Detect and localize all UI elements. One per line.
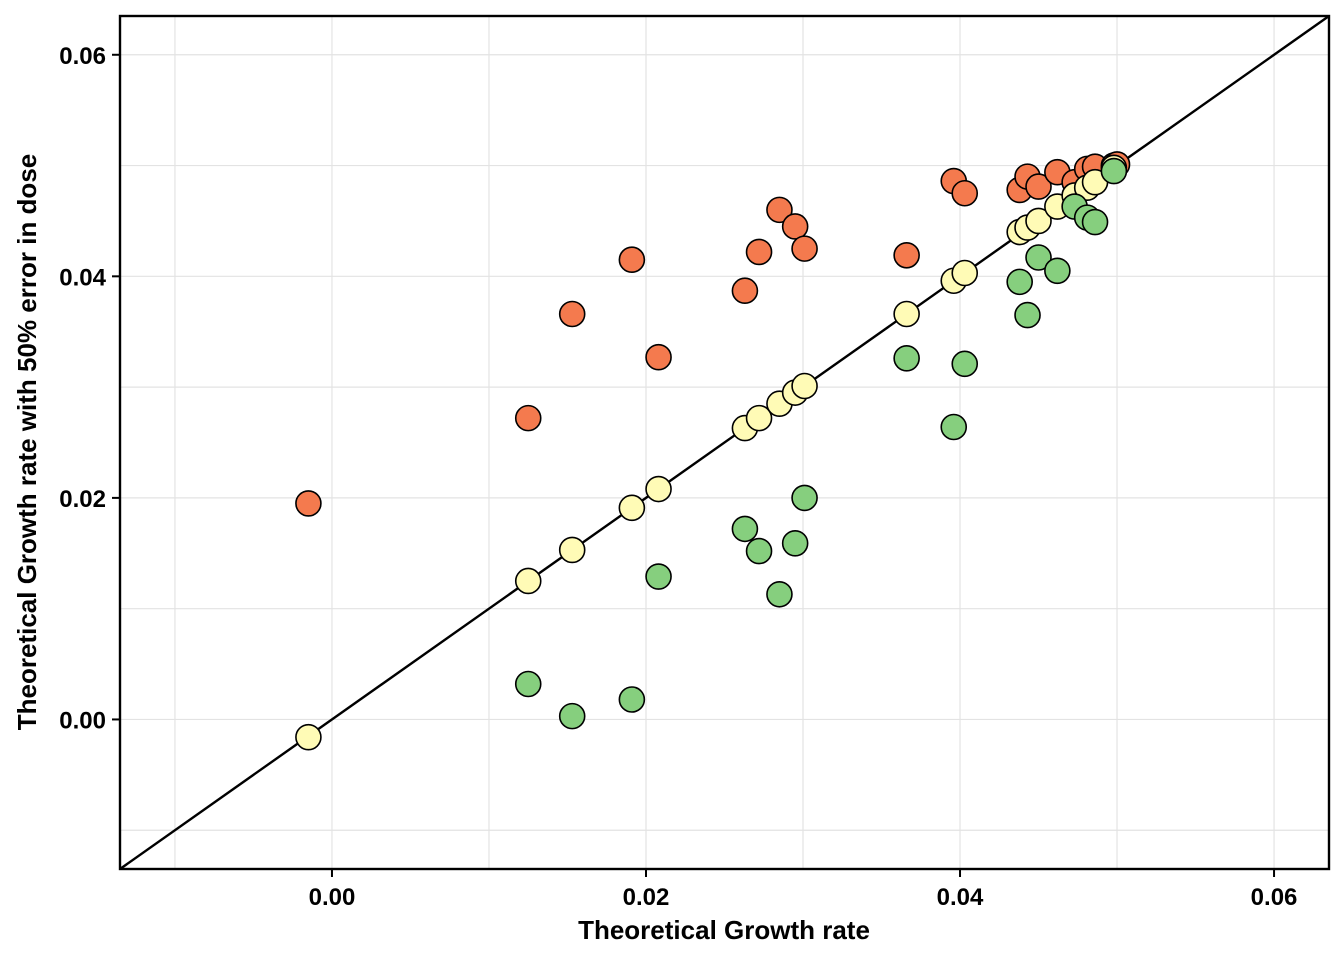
y-axis-title: Theoretical Growth rate with 50% error i… xyxy=(12,154,42,730)
grid-lines xyxy=(120,16,1329,869)
data-point xyxy=(295,490,322,517)
data-point xyxy=(951,259,979,287)
y-tick-label: 0.04 xyxy=(59,264,106,291)
data-point xyxy=(645,475,672,503)
data-point xyxy=(514,404,542,432)
x-axis-title: Theoretical Growth rate xyxy=(578,915,870,945)
data-point xyxy=(1044,257,1071,285)
data-point xyxy=(514,670,542,698)
data-point xyxy=(940,413,968,441)
y-tick-label: 0.00 xyxy=(59,707,106,734)
data-point xyxy=(951,350,979,378)
data-point xyxy=(893,345,920,372)
data-point xyxy=(745,238,773,266)
y-tick-label: 0.02 xyxy=(59,486,106,513)
data-point xyxy=(731,515,759,543)
y-tick-label: 0.06 xyxy=(59,43,106,70)
x-tick-label: 0.06 xyxy=(1251,884,1298,911)
data-point xyxy=(295,723,322,751)
data-point xyxy=(1025,173,1052,200)
data-point xyxy=(558,300,586,328)
data-point xyxy=(731,277,759,305)
data-point xyxy=(1014,301,1041,329)
plot-panel-border xyxy=(118,14,1331,871)
x-axis-ticks: 0.00 0.02 0.04 0.06 xyxy=(309,869,1298,911)
data-point xyxy=(558,702,586,730)
data-point xyxy=(1081,208,1109,236)
data-point xyxy=(745,537,773,565)
data-point xyxy=(558,536,586,564)
data-point xyxy=(893,241,920,269)
data-point xyxy=(781,530,809,557)
data-point xyxy=(1100,157,1128,185)
data-point xyxy=(618,494,646,522)
data-point xyxy=(645,343,672,371)
x-tick-label: 0.00 xyxy=(309,884,356,911)
series-underdose xyxy=(514,157,1128,730)
data-point xyxy=(645,563,672,590)
y-axis-ticks: 0.00 0.02 0.04 0.06 xyxy=(59,43,120,734)
x-tick-label: 0.04 xyxy=(937,884,984,911)
data-point xyxy=(791,484,818,512)
data-point xyxy=(514,567,542,595)
data-point xyxy=(893,300,920,328)
data-points xyxy=(295,151,1131,751)
data-point xyxy=(766,580,793,608)
data-point xyxy=(618,686,646,713)
data-point xyxy=(791,235,818,262)
data-point xyxy=(1025,244,1052,271)
data-point xyxy=(1006,268,1033,296)
data-point xyxy=(766,196,793,224)
data-point xyxy=(951,179,979,207)
data-point xyxy=(1025,207,1052,235)
x-tick-label: 0.02 xyxy=(623,884,670,911)
data-point xyxy=(745,404,773,432)
data-point xyxy=(791,372,818,400)
data-point xyxy=(618,246,646,274)
data-point xyxy=(781,213,809,240)
